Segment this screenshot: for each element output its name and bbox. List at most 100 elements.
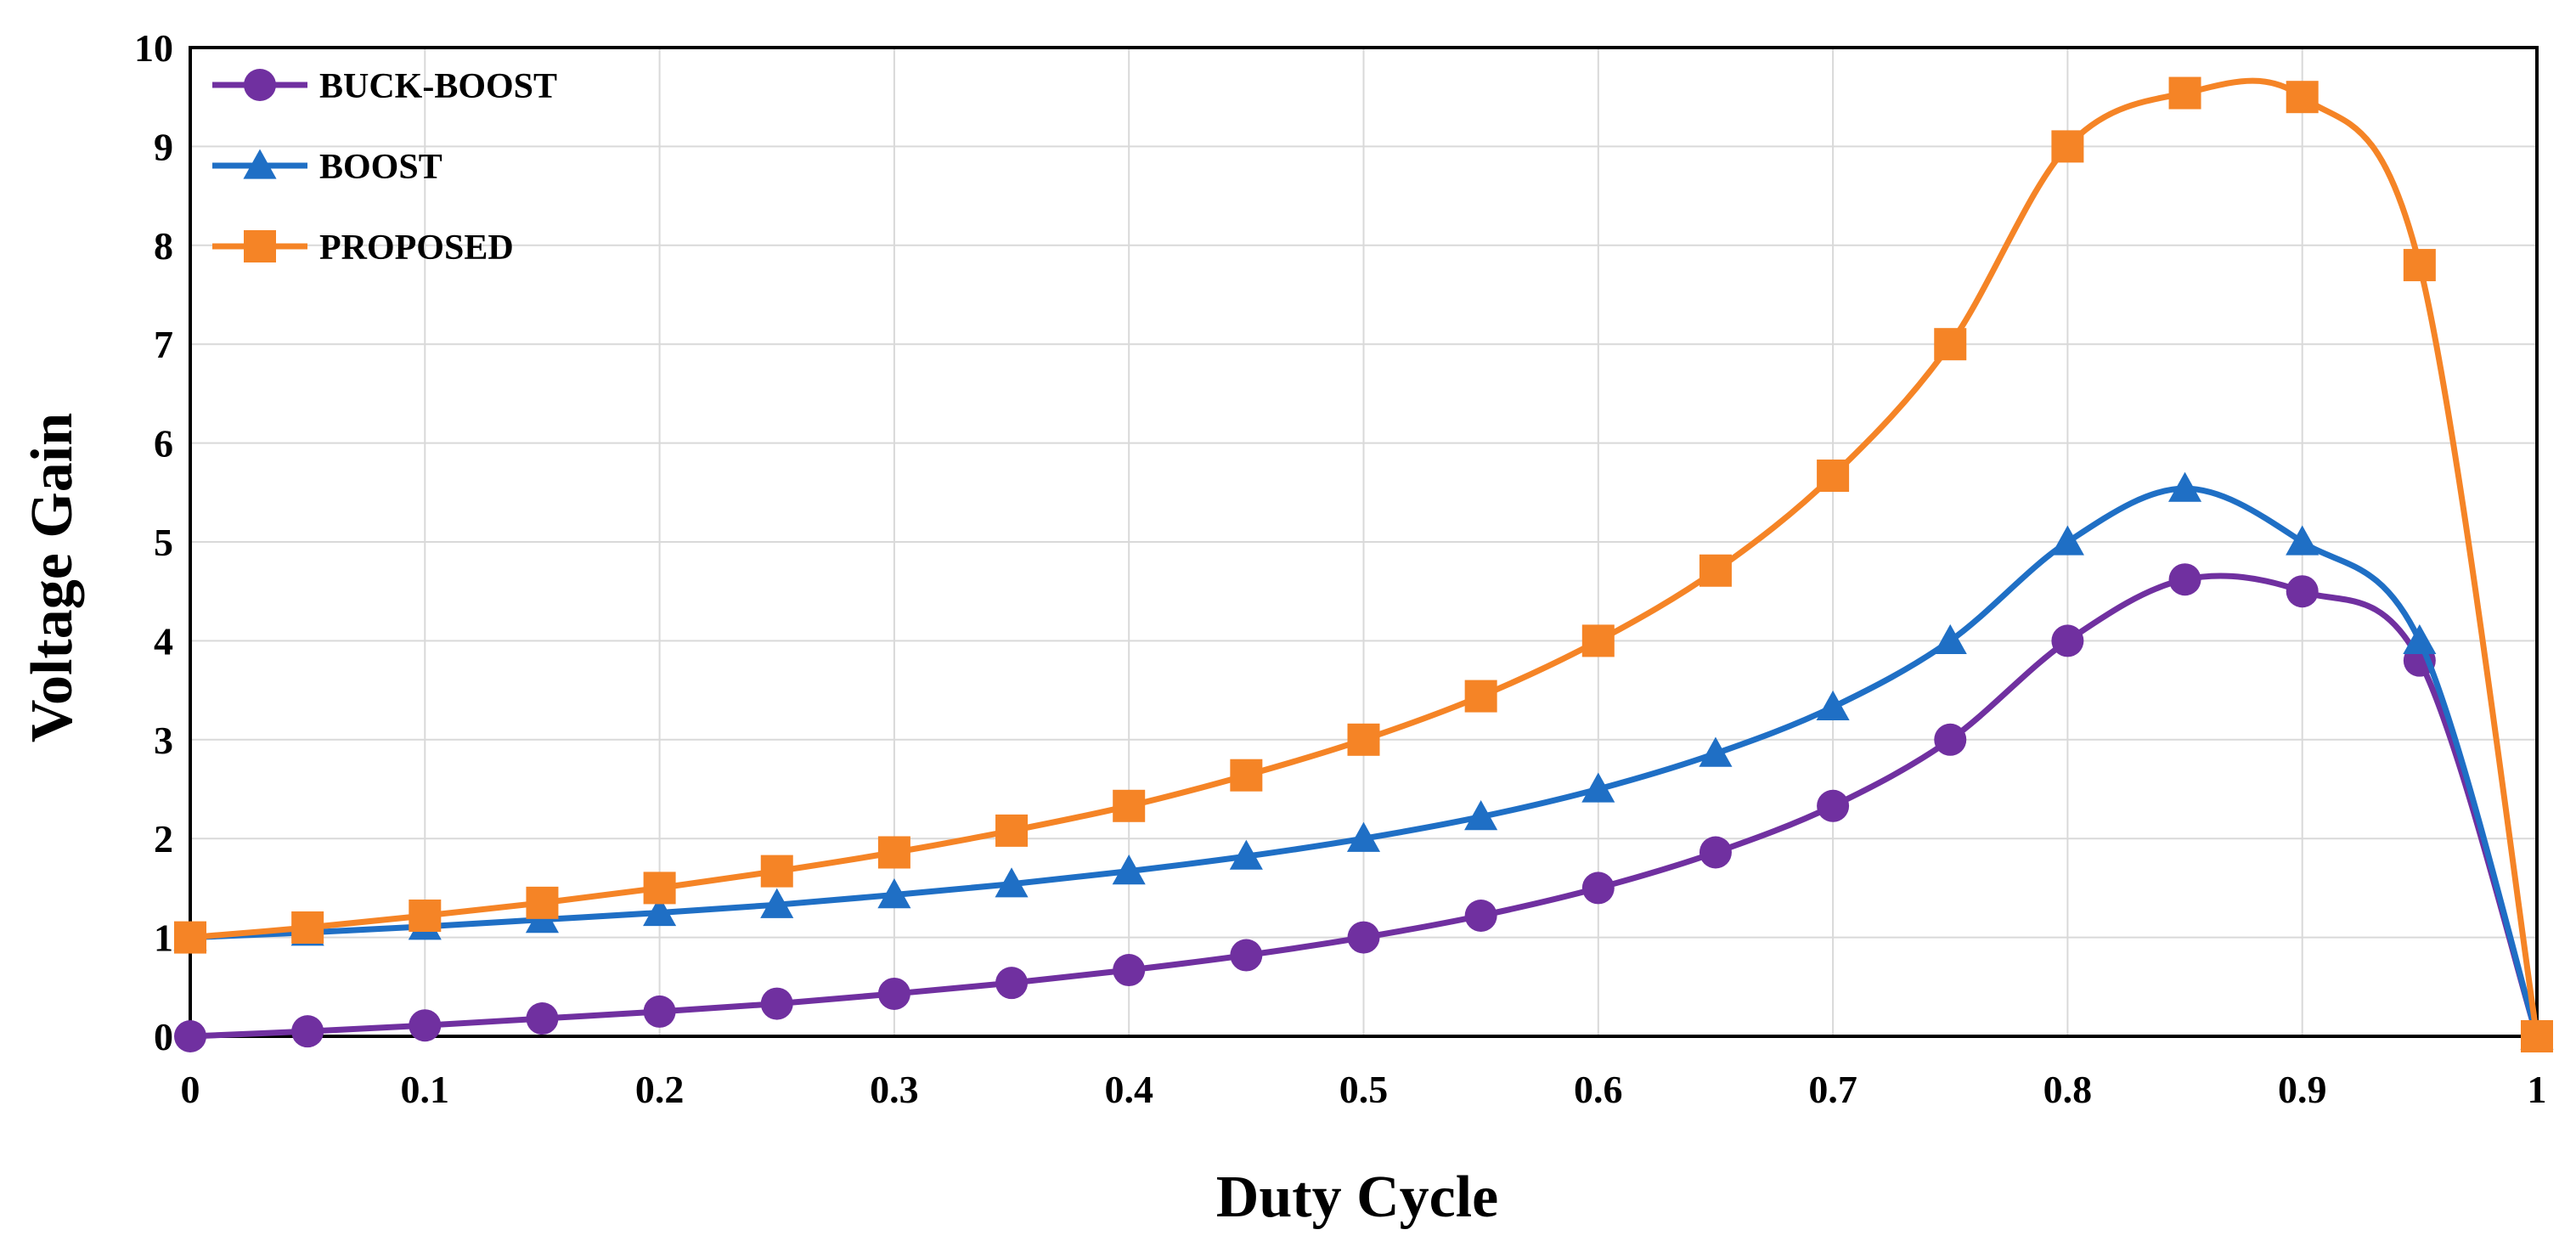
series-buck-boost — [174, 563, 2553, 1052]
data-point — [760, 855, 793, 888]
data-point — [995, 814, 1029, 847]
data-point — [2168, 563, 2201, 596]
legend-label: BUCK-BOOST — [319, 67, 557, 106]
legend-marker — [244, 230, 276, 262]
data-point — [643, 995, 676, 1028]
data-point — [2403, 623, 2437, 655]
x-tick-label: 0.8 — [2043, 1068, 2093, 1111]
y-tick-label: 8 — [154, 224, 173, 268]
data-point — [2403, 249, 2436, 282]
data-point — [1347, 723, 1380, 756]
data-point — [1347, 921, 1380, 954]
series-line — [187, 573, 2540, 1040]
tick-labels: 0 0.1 0.2 0.3 0.4 0.5 0.6 0.7 0.8 0.9 101234567891… — [134, 26, 2547, 1111]
x-axis-title: Duty Cycle — [1216, 1165, 1498, 1230]
data-point — [760, 987, 793, 1020]
data-point — [1817, 460, 1850, 493]
x-tick-label: 0.3 — [870, 1068, 919, 1111]
data-point — [1933, 623, 1967, 655]
y-tick-label: 10 — [134, 26, 173, 70]
data-point — [760, 888, 794, 918]
legend-label: BOOST — [319, 148, 442, 187]
x-tick-label: 0.7 — [1808, 1068, 1857, 1111]
data-point — [1699, 736, 1733, 767]
y-tick-label: 0 — [154, 1015, 173, 1058]
legend-marker — [243, 149, 277, 179]
y-tick-label: 1 — [154, 917, 173, 960]
data-point — [291, 911, 324, 944]
y-tick-label: 5 — [154, 521, 173, 564]
data-point — [174, 921, 206, 954]
data-point — [2521, 1020, 2553, 1052]
series-layer — [173, 76, 2554, 1052]
data-point — [1699, 554, 1732, 587]
data-point — [2050, 525, 2084, 556]
legend-label: PROPOSED — [319, 228, 514, 268]
data-point — [1113, 789, 1146, 822]
data-point — [1464, 800, 1498, 831]
data-point — [1581, 872, 1615, 905]
data-point — [2286, 81, 2319, 114]
data-point — [1934, 723, 1967, 756]
y-tick-label: 2 — [154, 817, 173, 860]
x-tick-label: 1 — [2528, 1068, 2547, 1111]
data-point — [877, 836, 910, 869]
data-point — [1464, 680, 1497, 713]
data-point — [1817, 789, 1850, 822]
series-proposed — [174, 76, 2553, 1052]
data-point — [1934, 328, 1967, 361]
data-point — [1113, 954, 1146, 987]
data-point — [291, 1015, 324, 1048]
y-tick-label: 7 — [154, 323, 173, 366]
x-tick-label: 0 — [181, 1068, 200, 1111]
data-point — [2286, 525, 2320, 556]
y-tick-label: 6 — [154, 422, 173, 465]
legend-item: BUCK-BOOST — [212, 67, 557, 106]
data-point — [526, 886, 559, 919]
x-tick-label: 0.6 — [1574, 1068, 1623, 1111]
y-tick-label: 4 — [154, 619, 173, 663]
data-point — [1229, 839, 1263, 870]
data-point — [1816, 690, 1850, 721]
x-tick-label: 0.2 — [635, 1068, 685, 1111]
data-point — [995, 967, 1029, 1000]
data-point — [995, 867, 1029, 898]
legend-item: PROPOSED — [212, 228, 514, 268]
data-point — [1699, 836, 1732, 869]
data-point — [409, 899, 442, 932]
data-point — [2168, 471, 2202, 502]
data-point — [1112, 855, 1146, 885]
data-point — [2168, 76, 2201, 110]
x-tick-label: 0.1 — [401, 1068, 450, 1111]
y-axis-title: Voltage Gain — [20, 413, 85, 742]
data-point — [409, 1009, 442, 1042]
data-point — [643, 872, 676, 905]
legend-item: BOOST — [212, 148, 442, 187]
data-point — [1230, 939, 1263, 972]
data-point — [877, 877, 911, 909]
x-tick-label: 0.5 — [1339, 1068, 1389, 1111]
legend-marker — [244, 69, 276, 101]
data-point — [1230, 759, 1263, 792]
data-point — [877, 977, 910, 1010]
legend: BUCK-BOOST BOOST PROPOSED — [212, 67, 557, 268]
y-tick-label: 3 — [154, 719, 173, 762]
data-point — [1581, 624, 1615, 657]
x-tick-label: 0.9 — [2278, 1068, 2327, 1111]
data-point — [1464, 899, 1497, 932]
data-point — [526, 1002, 559, 1035]
series-line — [187, 485, 2540, 1040]
plot-area-frame — [189, 46, 2539, 1038]
data-point — [1581, 772, 1615, 803]
data-point — [1346, 821, 1381, 852]
data-point — [2051, 130, 2084, 163]
data-point — [643, 895, 677, 927]
y-tick-label: 9 — [154, 125, 173, 168]
data-point — [2051, 624, 2084, 657]
data-point — [174, 1020, 206, 1052]
x-tick-label: 0.4 — [1104, 1068, 1153, 1111]
data-point — [2286, 575, 2319, 608]
